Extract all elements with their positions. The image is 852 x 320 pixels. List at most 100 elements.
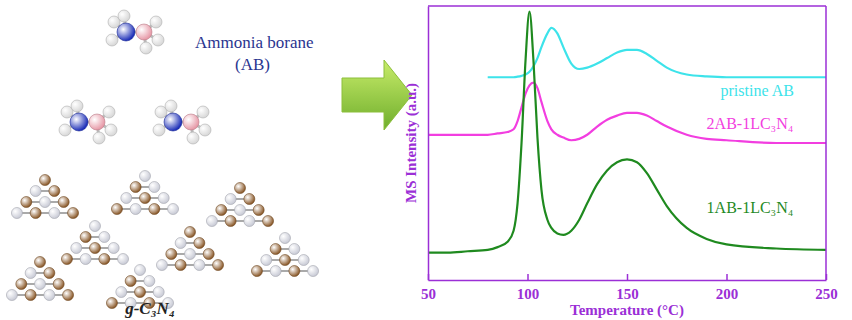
atom xyxy=(61,254,72,265)
molecule xyxy=(106,10,164,54)
frame-right xyxy=(825,6,827,280)
atom xyxy=(251,266,262,277)
atom xyxy=(135,287,146,298)
atom xyxy=(30,186,41,197)
atom xyxy=(116,287,127,298)
atom xyxy=(140,193,151,204)
atom xyxy=(261,255,272,266)
x-tick-mark xyxy=(726,274,728,280)
atom xyxy=(30,208,41,219)
atom xyxy=(185,249,196,260)
series-line xyxy=(428,11,826,252)
atom xyxy=(216,205,227,216)
atom xyxy=(289,266,300,277)
atom xyxy=(298,255,309,266)
x-tick-label: 200 xyxy=(716,286,739,302)
atom xyxy=(25,290,36,301)
series-label: pristine AB xyxy=(721,82,794,100)
x-tick-label: 250 xyxy=(815,286,838,302)
atom xyxy=(153,287,164,298)
x-tick-label: 100 xyxy=(517,286,540,302)
y-axis-title: MS Intensity (a.u.) xyxy=(403,83,420,203)
atom xyxy=(49,186,60,197)
atom xyxy=(150,16,162,28)
atom xyxy=(194,238,205,249)
y-axis xyxy=(428,7,429,281)
atom xyxy=(199,124,211,136)
series-line xyxy=(428,83,826,143)
atom xyxy=(59,124,71,136)
atom xyxy=(175,260,186,271)
atom xyxy=(149,204,160,215)
atom xyxy=(244,194,255,205)
atom xyxy=(90,221,101,232)
atom xyxy=(125,276,136,287)
series-label: 2AB-1LC₃N₄ xyxy=(707,115,794,132)
atom xyxy=(308,266,319,277)
atom xyxy=(164,113,182,131)
atom xyxy=(53,279,64,290)
x-tick-mark xyxy=(527,274,529,280)
atom xyxy=(44,268,55,279)
atom xyxy=(106,298,117,309)
atom xyxy=(149,182,160,193)
atom xyxy=(270,266,281,277)
atom xyxy=(183,114,199,130)
atom xyxy=(165,100,177,112)
atom xyxy=(140,171,151,182)
atom xyxy=(206,216,217,227)
atom xyxy=(168,204,179,215)
canvas: Ammonia borane(AB)g-C₃N₄50100150200250Te… xyxy=(0,0,852,320)
series-label: 1AB-1LC₃N₄ xyxy=(707,199,794,216)
chart: 50100150200250Temperature (°C)MS Intensi… xyxy=(403,6,838,319)
atom xyxy=(70,113,88,131)
atom xyxy=(152,34,164,46)
molecule xyxy=(153,100,211,144)
atom xyxy=(16,279,27,290)
atom xyxy=(130,182,141,193)
atom xyxy=(225,216,236,227)
atom xyxy=(25,268,36,279)
atom xyxy=(103,106,115,118)
x-tick-mark xyxy=(826,274,828,280)
atom xyxy=(80,254,91,265)
atom xyxy=(187,132,199,144)
atom xyxy=(71,100,83,112)
molecule-label-line: Ammonia borane xyxy=(195,33,314,52)
atom xyxy=(49,208,60,219)
arrow xyxy=(342,60,412,130)
atom xyxy=(40,197,51,208)
atom xyxy=(244,216,255,227)
atom xyxy=(175,238,186,249)
atom xyxy=(280,233,291,244)
atom xyxy=(99,232,110,243)
atom xyxy=(213,260,224,271)
atom xyxy=(35,257,46,268)
atom xyxy=(40,175,51,186)
x-tick-mark xyxy=(627,274,629,280)
x-tick: 250 xyxy=(815,274,838,302)
atom xyxy=(166,249,177,260)
x-axis: 50100150200250 xyxy=(421,274,838,302)
atom xyxy=(99,254,110,265)
atom xyxy=(93,132,105,144)
atom xyxy=(135,265,146,276)
atom xyxy=(108,243,119,254)
atom xyxy=(118,10,130,22)
atom xyxy=(136,24,152,40)
atom xyxy=(225,194,236,205)
atom xyxy=(289,244,300,255)
atom xyxy=(106,34,118,46)
atom xyxy=(89,114,105,130)
atom xyxy=(71,243,82,254)
atom xyxy=(121,193,132,204)
atom xyxy=(263,216,274,227)
atom xyxy=(156,260,167,271)
material-label: g-C₃N₄ xyxy=(124,299,175,318)
atom xyxy=(130,204,141,215)
atom xyxy=(140,42,152,54)
atom xyxy=(280,255,291,266)
atom xyxy=(197,106,209,118)
atom xyxy=(11,208,22,219)
atom xyxy=(44,290,55,301)
